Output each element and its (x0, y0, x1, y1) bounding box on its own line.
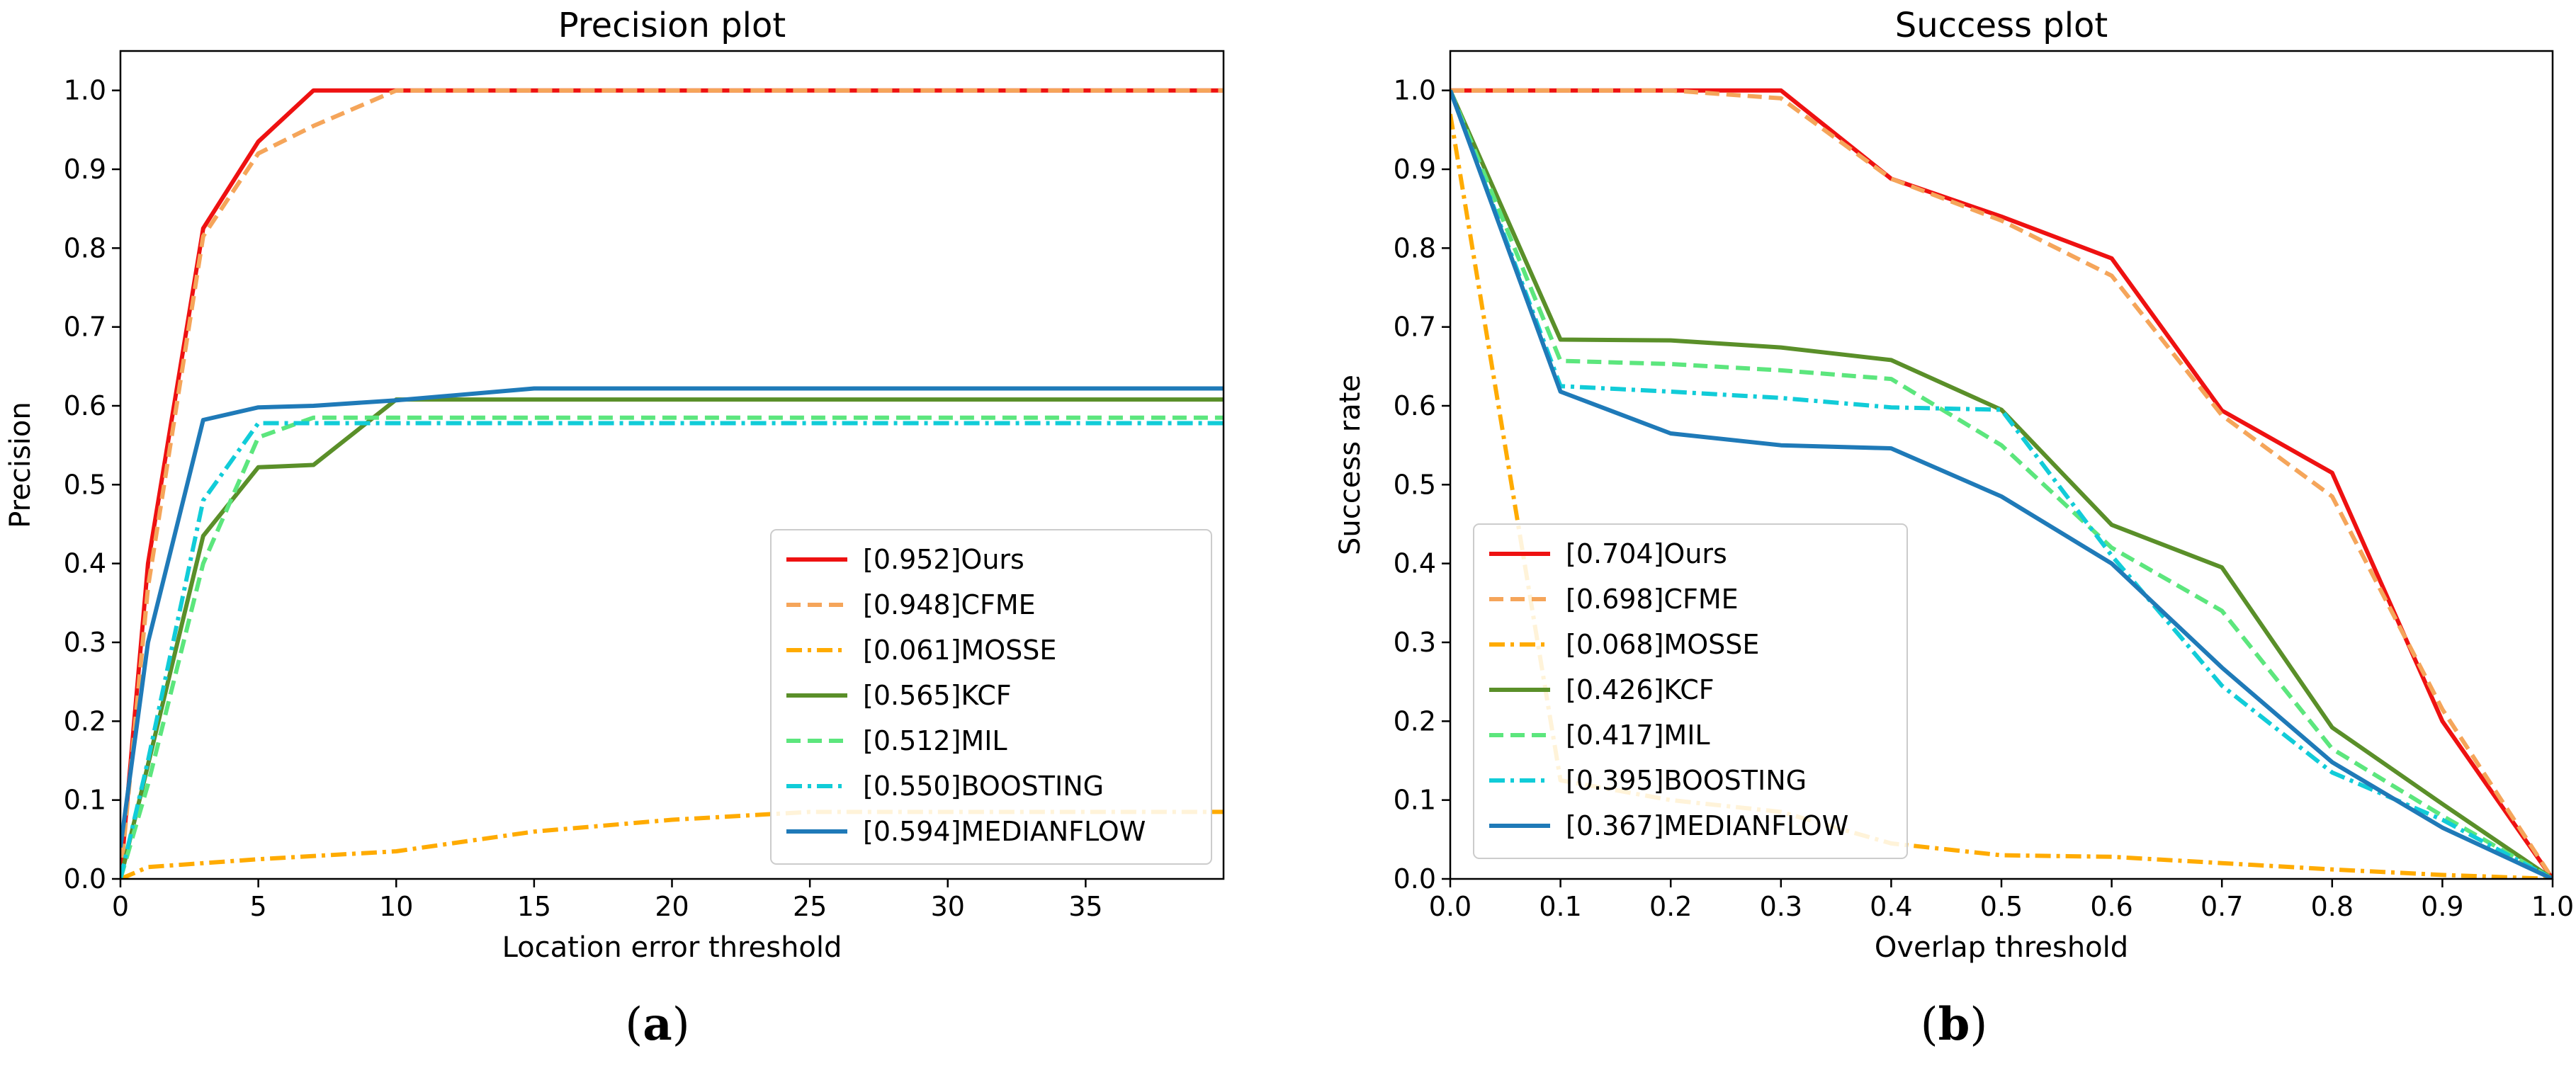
figure-caption: (b) (1921, 998, 1988, 1051)
x-tick-label: 5 (250, 891, 267, 922)
legend-box (770, 529, 1212, 865)
caption-letter: b (1938, 998, 1970, 1051)
legend-box (1473, 523, 1908, 859)
series-line-4 (1450, 89, 2553, 879)
series-line-2 (120, 809, 1224, 879)
y-tick-label: 0.4 (64, 548, 106, 579)
legend-entry-6: [0.594]MEDIANFLOW (863, 816, 1146, 847)
caption-letter: a (643, 998, 672, 1051)
series-group (120, 88, 1224, 879)
series-line-3 (120, 397, 1224, 879)
x-tick-label: 0.2 (1649, 891, 1692, 922)
legend: [0.952]Ours [0.948]CFME [0.061]MOSSE [0.565… (770, 529, 1212, 865)
x-axis-label: Location error threshold (502, 931, 842, 964)
legend-entry-5: [0.395]BOOSTING (1566, 765, 1807, 796)
x-tick-label: 0 (112, 891, 129, 922)
x-tick-label: 0.6 (2090, 891, 2132, 922)
x-tick-label: 1.0 (2531, 891, 2574, 922)
y-tick-label: 0.7 (1394, 312, 1436, 343)
series-line-3 (1450, 89, 2553, 879)
legend-entry-1: [0.948]CFME (863, 589, 1036, 620)
y-tick-label: 0.1 (1394, 785, 1436, 816)
y-tick-label: 0.9 (1394, 154, 1436, 185)
legend-entry-3: [0.565]KCF (863, 680, 1012, 711)
legend-entry-2: [0.061]MOSSE (863, 635, 1056, 666)
y-tick-label: 0.3 (1394, 627, 1436, 658)
y-tick-label: 0.5 (64, 469, 106, 500)
legend: [0.704]Ours [0.698]CFME [0.068]MOSSE [0.426… (1473, 523, 1908, 859)
x-tick-label: 35 (1068, 891, 1102, 922)
legend-entry-6: [0.367]MEDIANFLOW (1566, 810, 1848, 841)
series-line-1 (1450, 88, 2553, 879)
legend-entry-4: [0.512]MIL (863, 725, 1007, 756)
x-tick-label: 25 (793, 891, 827, 922)
y-tick-label: 0.2 (1394, 705, 1436, 737)
series-line-5 (1450, 89, 2553, 879)
success-plot: Success plot 0.0 0.1 0.2 0.3 0.4 0.5 0.6 0.7 0.8 0… (1334, 6, 2574, 1051)
figure-caption: (a) (625, 998, 689, 1051)
y-tick-label: 0.2 (64, 705, 106, 737)
y-tick-label: 0.6 (1394, 390, 1436, 421)
y-tick-label: 0.4 (1394, 548, 1436, 579)
legend-entry-3: [0.426]KCF (1566, 674, 1714, 705)
x-tick-label: 0.0 (1429, 891, 1471, 922)
x-tick-label: 0.3 (1760, 891, 1802, 922)
series-line-4 (120, 415, 1224, 879)
precision-plot: Precision plot 0 5 10 15 20 25 30 35 0.0 0.1 0.2 0.3… (4, 6, 1225, 1051)
y-axis-label: Success rate (1334, 375, 1367, 555)
legend-entry-2: [0.068]MOSSE (1566, 629, 1759, 660)
y-tick-label: 1.0 (64, 75, 106, 106)
y-tick-label: 0.0 (64, 863, 106, 894)
series-group (1450, 88, 2553, 879)
x-tick-label: 20 (655, 891, 689, 922)
series-line-6 (1450, 89, 2553, 879)
x-tick-label: 0.1 (1539, 891, 1581, 922)
y-tick-label: 0.9 (64, 154, 106, 185)
y-tick-label: 1.0 (1394, 75, 1436, 106)
x-tick-label: 0.4 (1870, 891, 1912, 922)
chart-title: Success plot (1895, 6, 2108, 45)
x-tick-label: 0.9 (2421, 891, 2463, 922)
series-line-5 (120, 421, 1224, 879)
y-tick-label: 0.8 (64, 232, 106, 263)
x-tick-label: 0.7 (2201, 891, 2243, 922)
legend-entry-4: [0.417]MIL (1566, 720, 1710, 751)
x-tick-label: 15 (517, 891, 551, 922)
x-tick-label: 0.5 (1980, 891, 2023, 922)
y-tick-label: 0.0 (1394, 863, 1436, 894)
y-axis-label: Precision (4, 402, 37, 528)
x-tick-label: 0.8 (2311, 891, 2354, 922)
y-tick-label: 0.8 (1394, 232, 1436, 263)
x-tick-label: 30 (931, 891, 965, 922)
legend-entry-5: [0.550]BOOSTING (863, 771, 1104, 802)
legend-entry-1: [0.698]CFME (1566, 584, 1739, 615)
series-line-6 (120, 386, 1224, 848)
x-axis-label: Overlap threshold (1875, 931, 2128, 964)
y-tick-label: 0.7 (64, 312, 106, 343)
y-tick-label: 0.6 (64, 390, 106, 421)
y-tick-label: 0.1 (64, 785, 106, 816)
x-tick-label: 10 (379, 891, 413, 922)
legend-entry-0: [0.704]Ours (1566, 538, 1727, 569)
y-tick-label: 0.3 (64, 627, 106, 658)
legend-entry-0: [0.952]Ours (863, 544, 1024, 575)
chart-title: Precision plot (558, 6, 786, 45)
y-tick-label: 0.5 (1394, 469, 1436, 500)
series-line-1 (120, 88, 1224, 879)
